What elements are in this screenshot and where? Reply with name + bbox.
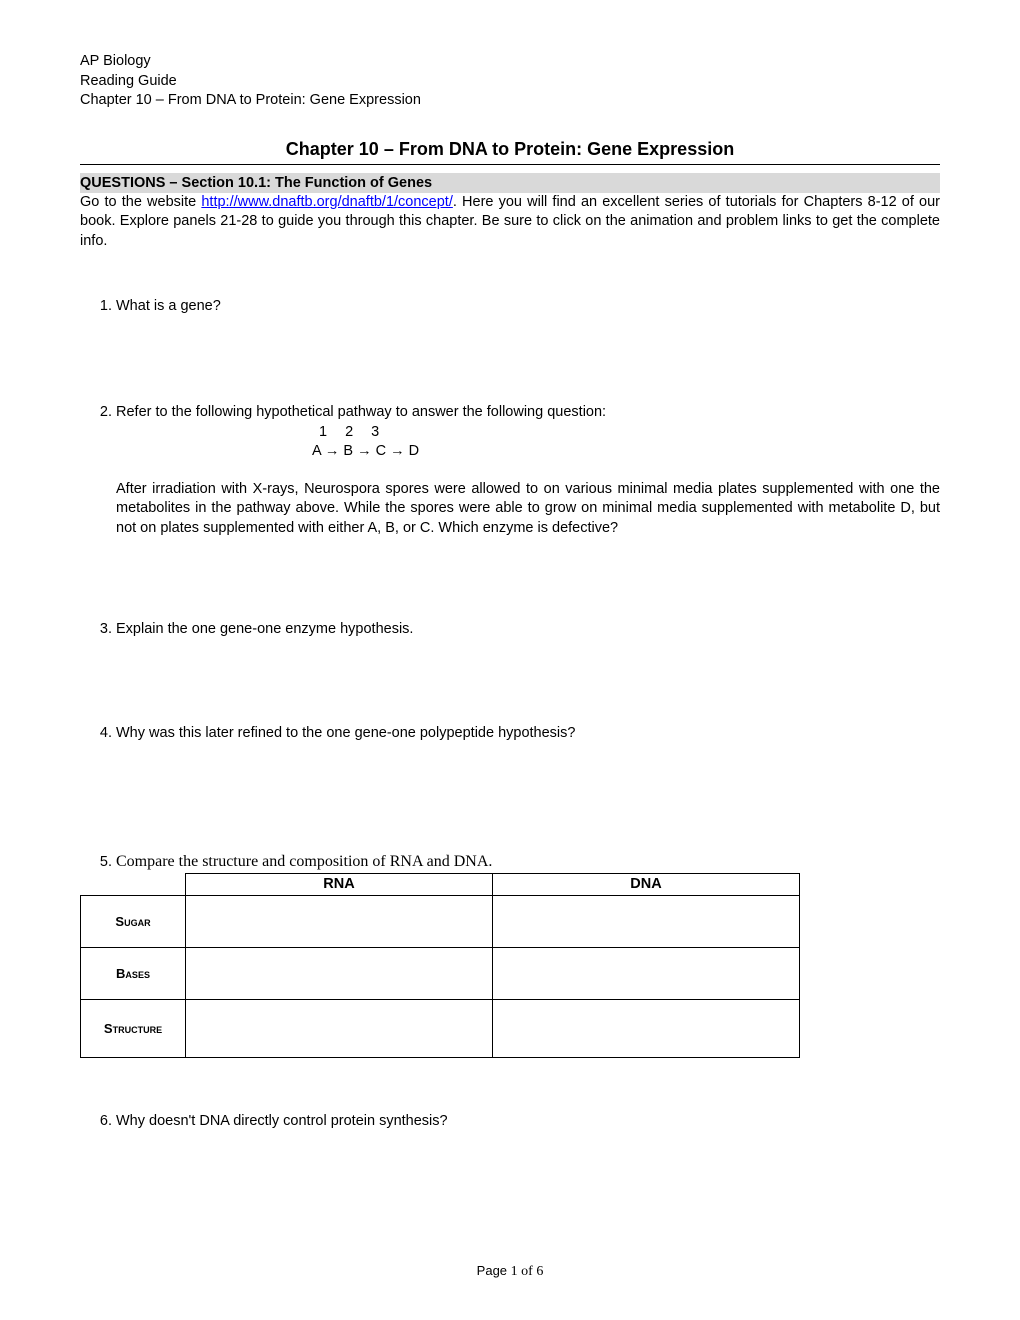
question-2: Refer to the following hypothetical path… (116, 403, 940, 538)
page-label: Page (477, 1263, 511, 1278)
page-current: 1 (511, 1264, 518, 1279)
table-row: Bases (81, 948, 800, 1000)
question-6: Why doesn't DNA directly control protein… (116, 1112, 940, 1132)
col-dna: DNA (493, 874, 800, 896)
comparison-table: RNA DNA Sugar Bases Structure (80, 873, 800, 1058)
cell-dna-structure (493, 1000, 800, 1058)
doc-type: Reading Guide (80, 72, 940, 92)
intro-text-1: Go to the website (80, 194, 201, 210)
section-heading: QUESTIONS – Section 10.1: The Function o… (80, 173, 940, 193)
q2-paragraph: After irradiation with X-rays, Neurospor… (116, 480, 940, 539)
page-number: Page 1 of 6 (0, 1263, 1020, 1280)
tutorial-link[interactable]: http://www.dnaftb.org/dnaftb/1/concept/ (201, 194, 453, 210)
page-total: 6 (536, 1264, 543, 1279)
table-row: Sugar (81, 896, 800, 948)
table-row: Structure (81, 1000, 800, 1058)
cell-dna-bases (493, 948, 800, 1000)
cell-rna-sugar (186, 896, 493, 948)
cell-rna-bases (186, 948, 493, 1000)
page-title: Chapter 10 – From DNA to Protein: Gene E… (80, 139, 940, 160)
row-bases: Bases (81, 948, 186, 1000)
q2-step-numbers: 123 (116, 423, 940, 443)
document-header: AP Biology Reading Guide Chapter 10 – Fr… (80, 52, 940, 111)
cell-rna-structure (186, 1000, 493, 1058)
question-4: Why was this later refined to the one ge… (116, 724, 940, 744)
table-header-row: RNA DNA (81, 874, 800, 896)
row-structure: Structure (81, 1000, 186, 1058)
page-of: of (518, 1264, 537, 1279)
cell-dna-sugar (493, 896, 800, 948)
question-list: What is a gene? Refer to the following h… (80, 297, 940, 1131)
title-divider (80, 164, 940, 165)
question-3: Explain the one gene-one enzyme hypothes… (116, 620, 940, 640)
row-sugar: Sugar (81, 896, 186, 948)
q2-lead: Refer to the following hypothetical path… (116, 403, 940, 423)
q5-prompt: Compare the structure and composition of… (116, 853, 492, 870)
question-5: Compare the structure and composition of… (116, 851, 940, 1058)
section-intro: Go to the website http://www.dnaftb.org/… (80, 193, 940, 252)
table-corner-cell (81, 874, 186, 896)
question-1: What is a gene? (116, 297, 940, 317)
col-rna: RNA (186, 874, 493, 896)
course-name: AP Biology (80, 52, 940, 72)
chapter-line: Chapter 10 – From DNA to Protein: Gene E… (80, 91, 940, 111)
q2-pathway: A → B → C → D (116, 442, 940, 462)
